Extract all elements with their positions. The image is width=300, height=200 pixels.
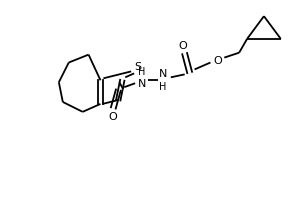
Text: N: N — [138, 79, 146, 89]
Text: N: N — [159, 69, 167, 79]
Text: O: O — [178, 41, 187, 51]
Text: H: H — [159, 82, 167, 92]
Text: O: O — [108, 112, 117, 122]
Text: H: H — [138, 67, 146, 77]
Text: S: S — [134, 62, 142, 72]
Text: O: O — [213, 56, 222, 66]
